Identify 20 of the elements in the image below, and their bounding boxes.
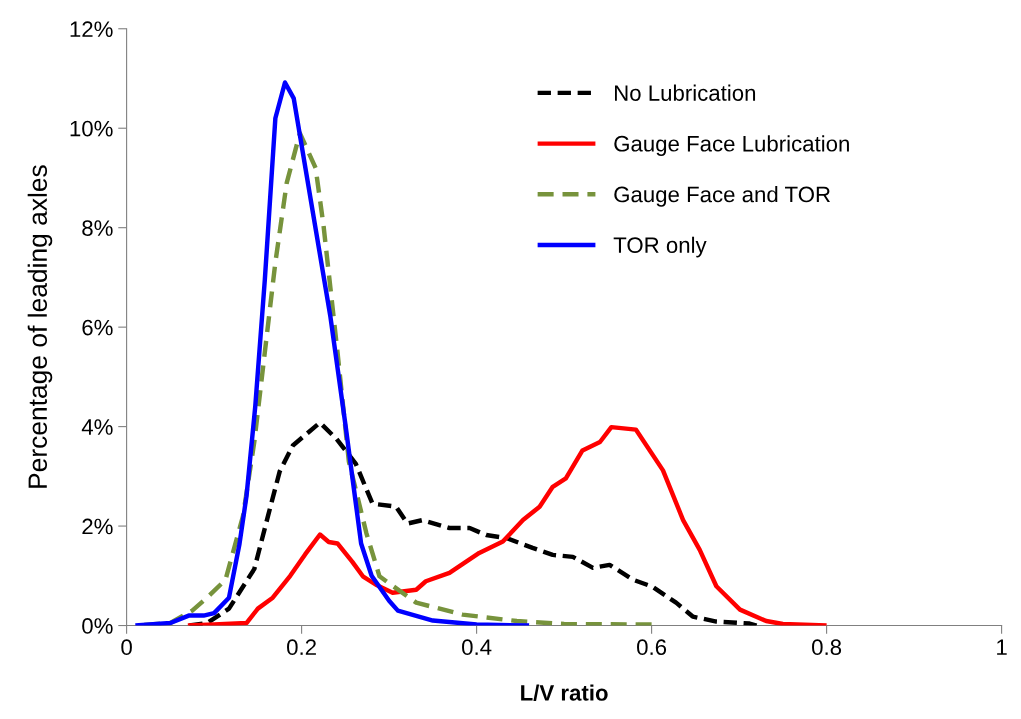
x-tick-label: 1 — [997, 639, 1007, 655]
y-tick-label: 0% — [82, 618, 113, 634]
y-tick-label: 2% — [82, 518, 113, 535]
legend-label: Gauge Face and TOR — [614, 186, 831, 207]
y-tick-label: 12% — [70, 21, 113, 37]
y-tick-label: 8% — [82, 220, 113, 236]
legend-label: No Lubrication — [615, 84, 756, 101]
legend-label: Gauge Face Lubrication — [614, 135, 849, 156]
x-tick-label: 0.6 — [637, 639, 667, 656]
line-series — [133, 80, 532, 626]
x-axis-title: L/V ratio — [521, 684, 608, 701]
y-axis-title: Percentage of leading axles — [27, 165, 53, 488]
x-tick-label: 0.2 — [287, 639, 316, 656]
x-tick-label: 0.8 — [812, 639, 842, 656]
legend-label: TOR only — [613, 236, 707, 258]
y-tick-label: 10% — [70, 120, 113, 137]
x-tick-label: 0 — [121, 639, 132, 656]
x-tick-label: 0.4 — [462, 639, 492, 656]
y-tick-label: 4% — [81, 419, 113, 435]
y-tick-label: 6% — [82, 319, 113, 336]
